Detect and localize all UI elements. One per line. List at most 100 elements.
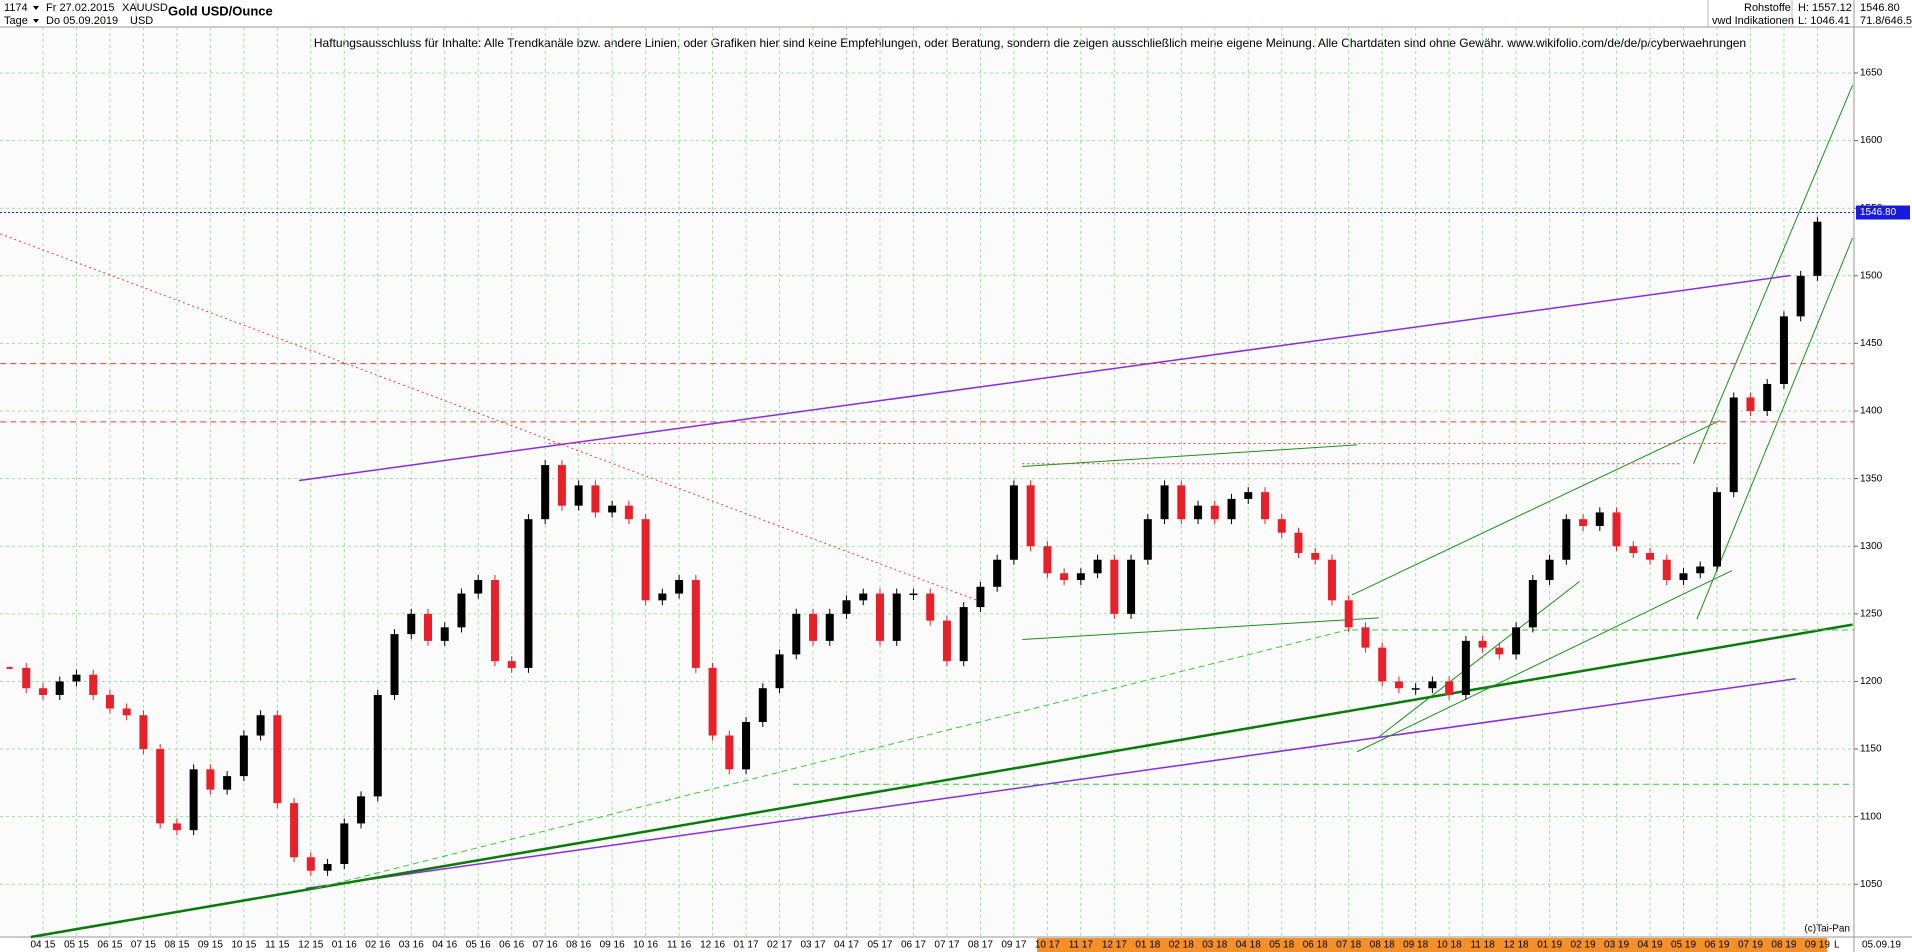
y-tick-label: 1650: [1860, 68, 1883, 79]
candle: [1461, 640, 1470, 695]
candle: [1194, 505, 1203, 520]
x-tick-label: 10 17: [1035, 940, 1060, 951]
candle: [1629, 546, 1638, 553]
x-tick-label: 01 17: [734, 940, 759, 951]
candle: [89, 674, 98, 695]
candle: [875, 593, 884, 641]
trend-line: [1356, 570, 1733, 753]
candle: [1177, 485, 1186, 520]
candle: [541, 465, 550, 520]
candle: [892, 593, 901, 641]
candle: [373, 694, 382, 797]
trend-line: [1351, 420, 1721, 596]
x-tick-label: 12 18: [1504, 940, 1529, 951]
x-tick-label: 01 16: [332, 940, 357, 951]
candle: [675, 580, 684, 594]
candle: [55, 681, 64, 695]
candle: [1763, 383, 1772, 412]
trend-line: [305, 677, 1796, 890]
y-tick-label: 1300: [1860, 541, 1883, 552]
candle: [1261, 492, 1269, 520]
x-tick-label: 08 18: [1370, 940, 1395, 951]
trend-line: [1693, 84, 1854, 464]
y-tick-label: 1500: [1860, 270, 1883, 281]
x-tick-label: 03 17: [801, 940, 826, 951]
x-tick-label: 02 16: [365, 940, 390, 951]
candle: [708, 667, 717, 736]
x-tick-label: 10 16: [633, 940, 658, 951]
source: vwd Indikationen: [1712, 15, 1794, 27]
plot-area: [0, 27, 1854, 937]
candle: [1210, 505, 1219, 520]
x-tick-label: 05 18: [1269, 940, 1294, 951]
candle: [1294, 532, 1303, 553]
x-tick-label: 04 18: [1236, 940, 1261, 951]
candle: [1277, 519, 1286, 533]
x-tick-label: 02 17: [767, 940, 792, 951]
candle: [290, 803, 299, 858]
candle: [1110, 559, 1119, 614]
x-tick-label: 03 16: [399, 940, 424, 951]
candle: [357, 796, 366, 824]
candle: [323, 863, 332, 871]
trend-line: [1696, 237, 1854, 620]
dropdown-arrow[interactable]: [33, 6, 39, 10]
candle: [1160, 485, 1169, 520]
candle: [608, 505, 617, 513]
candle: [1779, 316, 1788, 384]
candle: [926, 593, 935, 621]
candle: [1646, 552, 1655, 560]
x-tick-label: 07 17: [934, 940, 959, 951]
candle: [1093, 559, 1102, 574]
candle: [189, 769, 198, 831]
candle: [1495, 647, 1504, 655]
candle: [624, 505, 633, 520]
candle: [641, 519, 650, 601]
y-tick-label: 1050: [1860, 879, 1883, 890]
y-tick-label: 1350: [1860, 473, 1883, 484]
x-tick-label: 06 19: [1704, 940, 1729, 951]
candle: [524, 519, 533, 668]
x-tick-label: 04 17: [834, 940, 859, 951]
candle: [942, 620, 951, 662]
x-tick-label: 06 16: [499, 940, 524, 951]
candle: [1729, 397, 1738, 493]
x-tick-label: 01 19: [1537, 940, 1562, 951]
x-tick-label: 11 16: [667, 940, 692, 951]
x-tick-label: 08 16: [566, 940, 591, 951]
dropdown-arrow[interactable]: [33, 19, 39, 23]
x-tick-label: 09 15: [198, 940, 223, 951]
candle: [22, 667, 31, 689]
y-tick-label: 1400: [1860, 406, 1883, 417]
candle: [1579, 519, 1588, 526]
candle: [206, 769, 215, 790]
x-tick-label: 08 17: [968, 940, 993, 951]
x-tick-label: 11 18: [1470, 940, 1495, 951]
x-tick-label: 09 16: [600, 940, 625, 951]
candle: [1612, 512, 1621, 547]
x-tick-label: 12 17: [1102, 940, 1127, 951]
candle: [172, 823, 181, 831]
x-tick-label: 12 16: [700, 940, 725, 951]
candle: [1512, 627, 1521, 655]
disclaimer: Haftungsausschluss für Inhalte: Alle Tre…: [314, 36, 1746, 50]
y-tick-label: 1450: [1860, 338, 1883, 349]
candle: [859, 593, 868, 601]
candle: [909, 593, 918, 596]
last-price-label: 1546.80: [1860, 207, 1897, 218]
candle: [1746, 397, 1755, 412]
candle: [239, 735, 248, 777]
candle: [38, 688, 47, 695]
candle: [1143, 519, 1152, 560]
candle: [1227, 498, 1236, 520]
candle: [1679, 573, 1688, 581]
x-tick-label: 05 15: [64, 940, 89, 951]
candle: [139, 715, 148, 750]
candle: [1528, 580, 1537, 628]
candle: [1796, 275, 1805, 317]
candle: [742, 722, 751, 770]
candle: [959, 607, 968, 662]
x-tick-label: 02 18: [1169, 940, 1194, 951]
group: Rohstoffe: [1744, 2, 1791, 14]
